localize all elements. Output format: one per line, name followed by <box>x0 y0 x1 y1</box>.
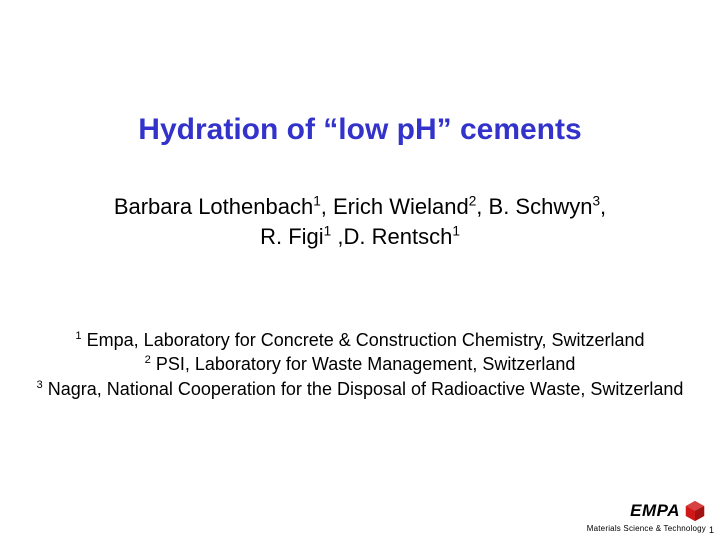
logo-row: EMPA <box>587 500 706 522</box>
logo-text: EMPA <box>630 501 680 521</box>
slide: Hydration of “low pH” cements Barbara Lo… <box>0 0 720 541</box>
affiliations-block: 1 Empa, Laboratory for Concrete & Constr… <box>20 328 700 401</box>
affiliation-text: PSI, Laboratory for Waste Management, Sw… <box>156 354 576 374</box>
page-number: 1 <box>709 525 714 535</box>
affiliation-text: Nagra, National Cooperation for the Disp… <box>48 379 684 399</box>
logo-hex-icon <box>684 500 706 522</box>
author-affil-sup: 1 <box>452 223 460 238</box>
author: Erich Wieland <box>333 194 469 219</box>
logo: EMPA Materials Science & Technology <box>587 500 706 533</box>
author-affil-sup: 3 <box>592 194 600 209</box>
affiliation-sup: 2 <box>145 354 151 366</box>
affiliation: 2 PSI, Laboratory for Waste Management, … <box>20 352 700 376</box>
author: D. Rentsch <box>343 224 452 249</box>
affiliation: 3 Nagra, National Cooperation for the Di… <box>20 377 700 401</box>
affiliation: 1 Empa, Laboratory for Concrete & Constr… <box>20 328 700 352</box>
affiliation-text: Empa, Laboratory for Concrete & Construc… <box>87 330 645 350</box>
logo-tagline: Materials Science & Technology <box>587 524 706 533</box>
author: R. Figi <box>260 224 324 249</box>
author-affil-sup: 1 <box>313 194 321 209</box>
author-affil-sup: 1 <box>324 223 332 238</box>
page-title: Hydration of “low pH” cements <box>0 113 720 147</box>
author: B. Schwyn <box>489 194 593 219</box>
authors-block: Barbara Lothenbach1, Erich Wieland2, B. … <box>0 192 720 251</box>
affiliation-sup: 1 <box>75 330 81 342</box>
author: Barbara Lothenbach <box>114 194 313 219</box>
author-affil-sup: 2 <box>469 194 477 209</box>
affiliation-sup: 3 <box>37 379 43 391</box>
